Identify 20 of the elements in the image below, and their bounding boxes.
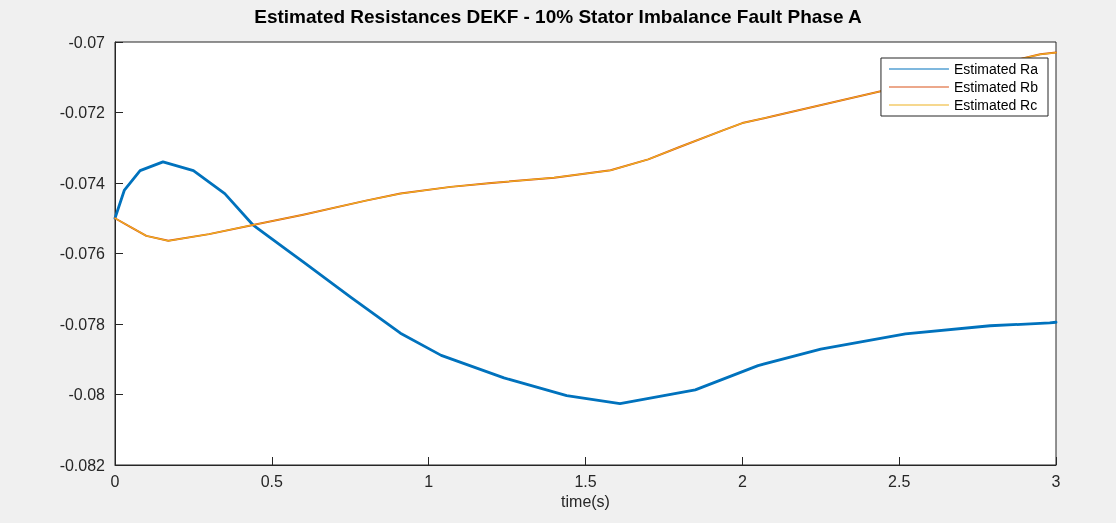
x-tick-label: 2.5 (888, 472, 911, 490)
chart-title: Estimated Resistances DEKF - 10% Stator Imbalance Fault Phase A (254, 6, 863, 27)
x-tick-label: 0 (110, 472, 120, 490)
x-tick-label: 1.5 (574, 472, 597, 490)
y-tick-label: -0.072 (59, 104, 106, 121)
y-tick-label: -0.07 (68, 33, 106, 51)
x-tick-label: 0.5 (260, 472, 284, 490)
y-tick-label: -0.074 (59, 174, 106, 192)
y-tick-label: -0.076 (59, 245, 106, 262)
x-tick-label: 1 (424, 472, 434, 490)
legend-label: Estimated Rb (953, 79, 1039, 95)
x-tick-label: 3 (1051, 472, 1061, 490)
y-tick-label: -0.08 (68, 386, 106, 403)
y-tick-label: -0.082 (59, 456, 106, 474)
x-axis-title: time(s) (561, 493, 610, 511)
x-tick-label: 2 (737, 472, 747, 490)
line-series (113, 160, 1058, 406)
y-tick-label: -0.078 (59, 315, 106, 333)
legend-label: Estimated Ra (953, 61, 1039, 77)
legend-label: Estimated Rc (953, 97, 1038, 113)
